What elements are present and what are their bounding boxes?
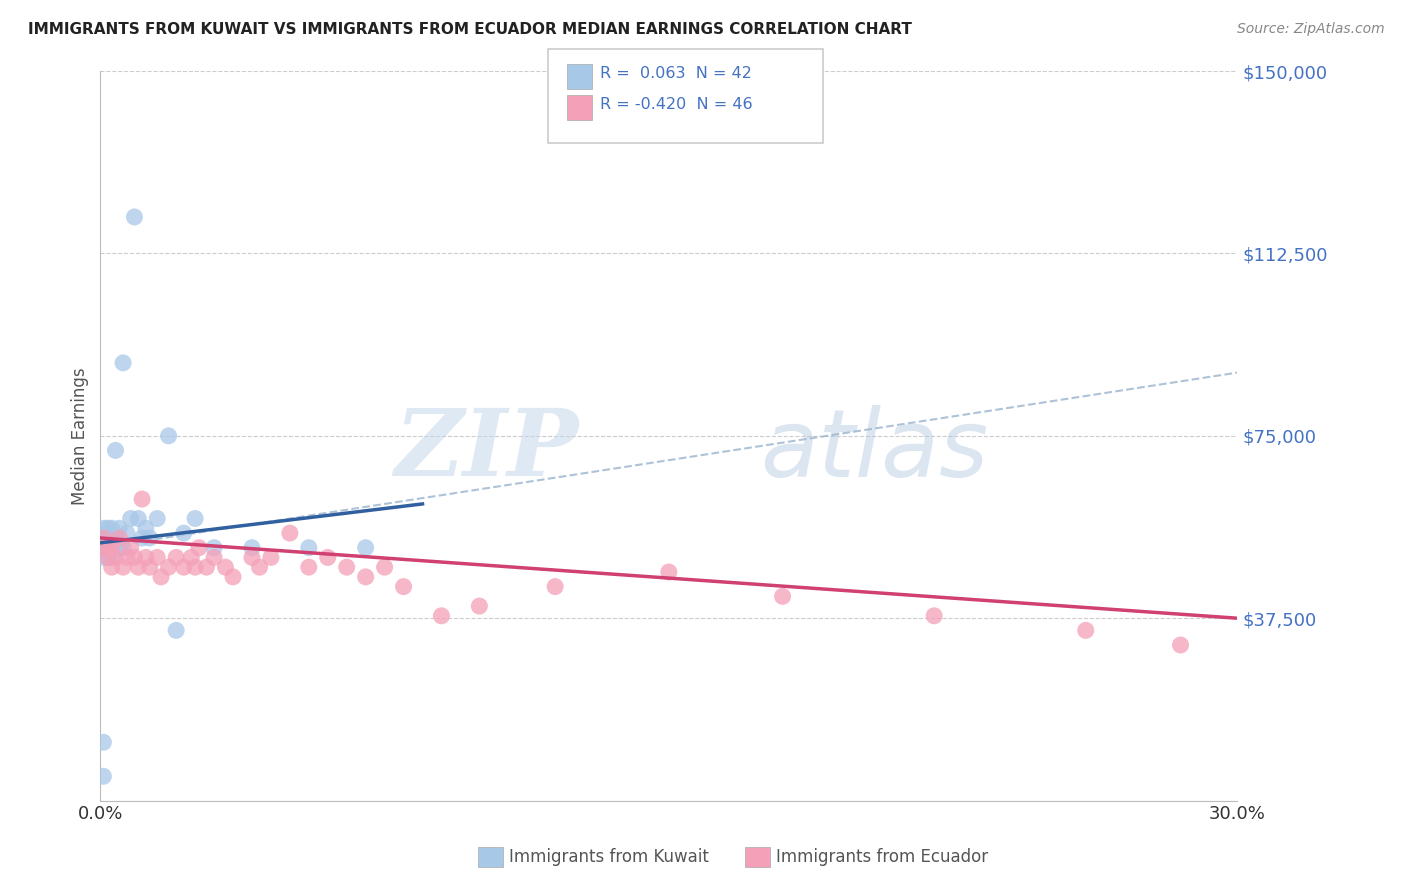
Point — [260, 550, 283, 565]
Point — [112, 560, 135, 574]
Point — [93, 541, 115, 555]
Point — [100, 541, 122, 555]
Point — [120, 541, 142, 555]
Point — [94, 531, 117, 545]
Point — [202, 541, 225, 555]
Point — [392, 580, 415, 594]
Point — [97, 550, 120, 565]
Point — [93, 521, 115, 535]
Point — [165, 550, 187, 565]
Point — [97, 541, 120, 555]
Point — [146, 511, 169, 525]
Text: R = -0.420  N = 46: R = -0.420 N = 46 — [600, 97, 754, 112]
Point — [772, 590, 794, 604]
Point — [374, 560, 396, 574]
Point — [97, 531, 120, 545]
Point — [138, 531, 160, 545]
Point — [222, 570, 245, 584]
Point — [104, 541, 127, 555]
Point — [94, 541, 117, 555]
Point — [112, 356, 135, 370]
Point — [108, 531, 131, 545]
Point — [180, 550, 202, 565]
Point — [1170, 638, 1192, 652]
Point — [104, 550, 127, 565]
Point — [97, 550, 120, 565]
Point — [93, 550, 115, 565]
Point — [184, 511, 207, 525]
Text: Immigrants from Kuwait: Immigrants from Kuwait — [509, 848, 709, 866]
Point — [100, 531, 122, 545]
Point — [124, 210, 146, 224]
Point — [157, 560, 180, 574]
Point — [146, 550, 169, 565]
Point — [108, 541, 131, 555]
Text: ZIP: ZIP — [394, 406, 578, 495]
Point — [173, 560, 195, 574]
Y-axis label: Median Earnings: Median Earnings — [72, 367, 89, 505]
Point — [135, 550, 157, 565]
Point — [214, 560, 236, 574]
Text: R =  0.063  N = 42: R = 0.063 N = 42 — [600, 66, 752, 81]
Point — [98, 541, 121, 555]
Point — [135, 521, 157, 535]
Point — [249, 560, 271, 574]
Text: Immigrants from Ecuador: Immigrants from Ecuador — [776, 848, 988, 866]
Point — [97, 521, 120, 535]
Point — [165, 624, 187, 638]
Point — [468, 599, 491, 613]
Point — [544, 580, 567, 594]
Point — [658, 565, 681, 579]
Point — [298, 541, 321, 555]
Point — [187, 541, 209, 555]
Point — [336, 560, 359, 574]
Text: atlas: atlas — [759, 405, 988, 496]
Point — [1074, 624, 1097, 638]
Point — [100, 550, 122, 565]
Point — [97, 526, 120, 541]
Point — [922, 608, 945, 623]
Text: IMMIGRANTS FROM KUWAIT VS IMMIGRANTS FROM ECUADOR MEDIAN EARNINGS CORRELATION CH: IMMIGRANTS FROM KUWAIT VS IMMIGRANTS FRO… — [28, 22, 912, 37]
Point — [93, 541, 115, 555]
Point — [112, 541, 135, 555]
Point — [202, 550, 225, 565]
Point — [240, 541, 263, 555]
Point — [354, 570, 377, 584]
Point — [98, 531, 121, 545]
Point — [298, 560, 321, 574]
Point — [115, 550, 138, 565]
Point — [104, 443, 127, 458]
Point — [104, 531, 127, 545]
Point — [138, 560, 160, 574]
Point — [93, 735, 115, 749]
Point — [430, 608, 453, 623]
Point — [124, 550, 146, 565]
Point — [240, 550, 263, 565]
Point — [131, 531, 153, 545]
Point — [93, 769, 115, 783]
Point — [157, 429, 180, 443]
Point — [184, 560, 207, 574]
Point — [93, 531, 115, 545]
Point — [278, 526, 301, 541]
Point — [100, 560, 122, 574]
Point — [108, 521, 131, 535]
Point — [173, 526, 195, 541]
Point — [100, 521, 122, 535]
Point — [354, 541, 377, 555]
Point — [127, 511, 149, 525]
Point — [316, 550, 339, 565]
Point — [127, 560, 149, 574]
Point — [100, 541, 122, 555]
Point — [115, 526, 138, 541]
Point — [195, 560, 218, 574]
Point — [93, 531, 115, 545]
Text: Source: ZipAtlas.com: Source: ZipAtlas.com — [1237, 22, 1385, 37]
Point — [97, 541, 120, 555]
Point — [120, 511, 142, 525]
Point — [131, 491, 153, 506]
Point — [150, 570, 173, 584]
